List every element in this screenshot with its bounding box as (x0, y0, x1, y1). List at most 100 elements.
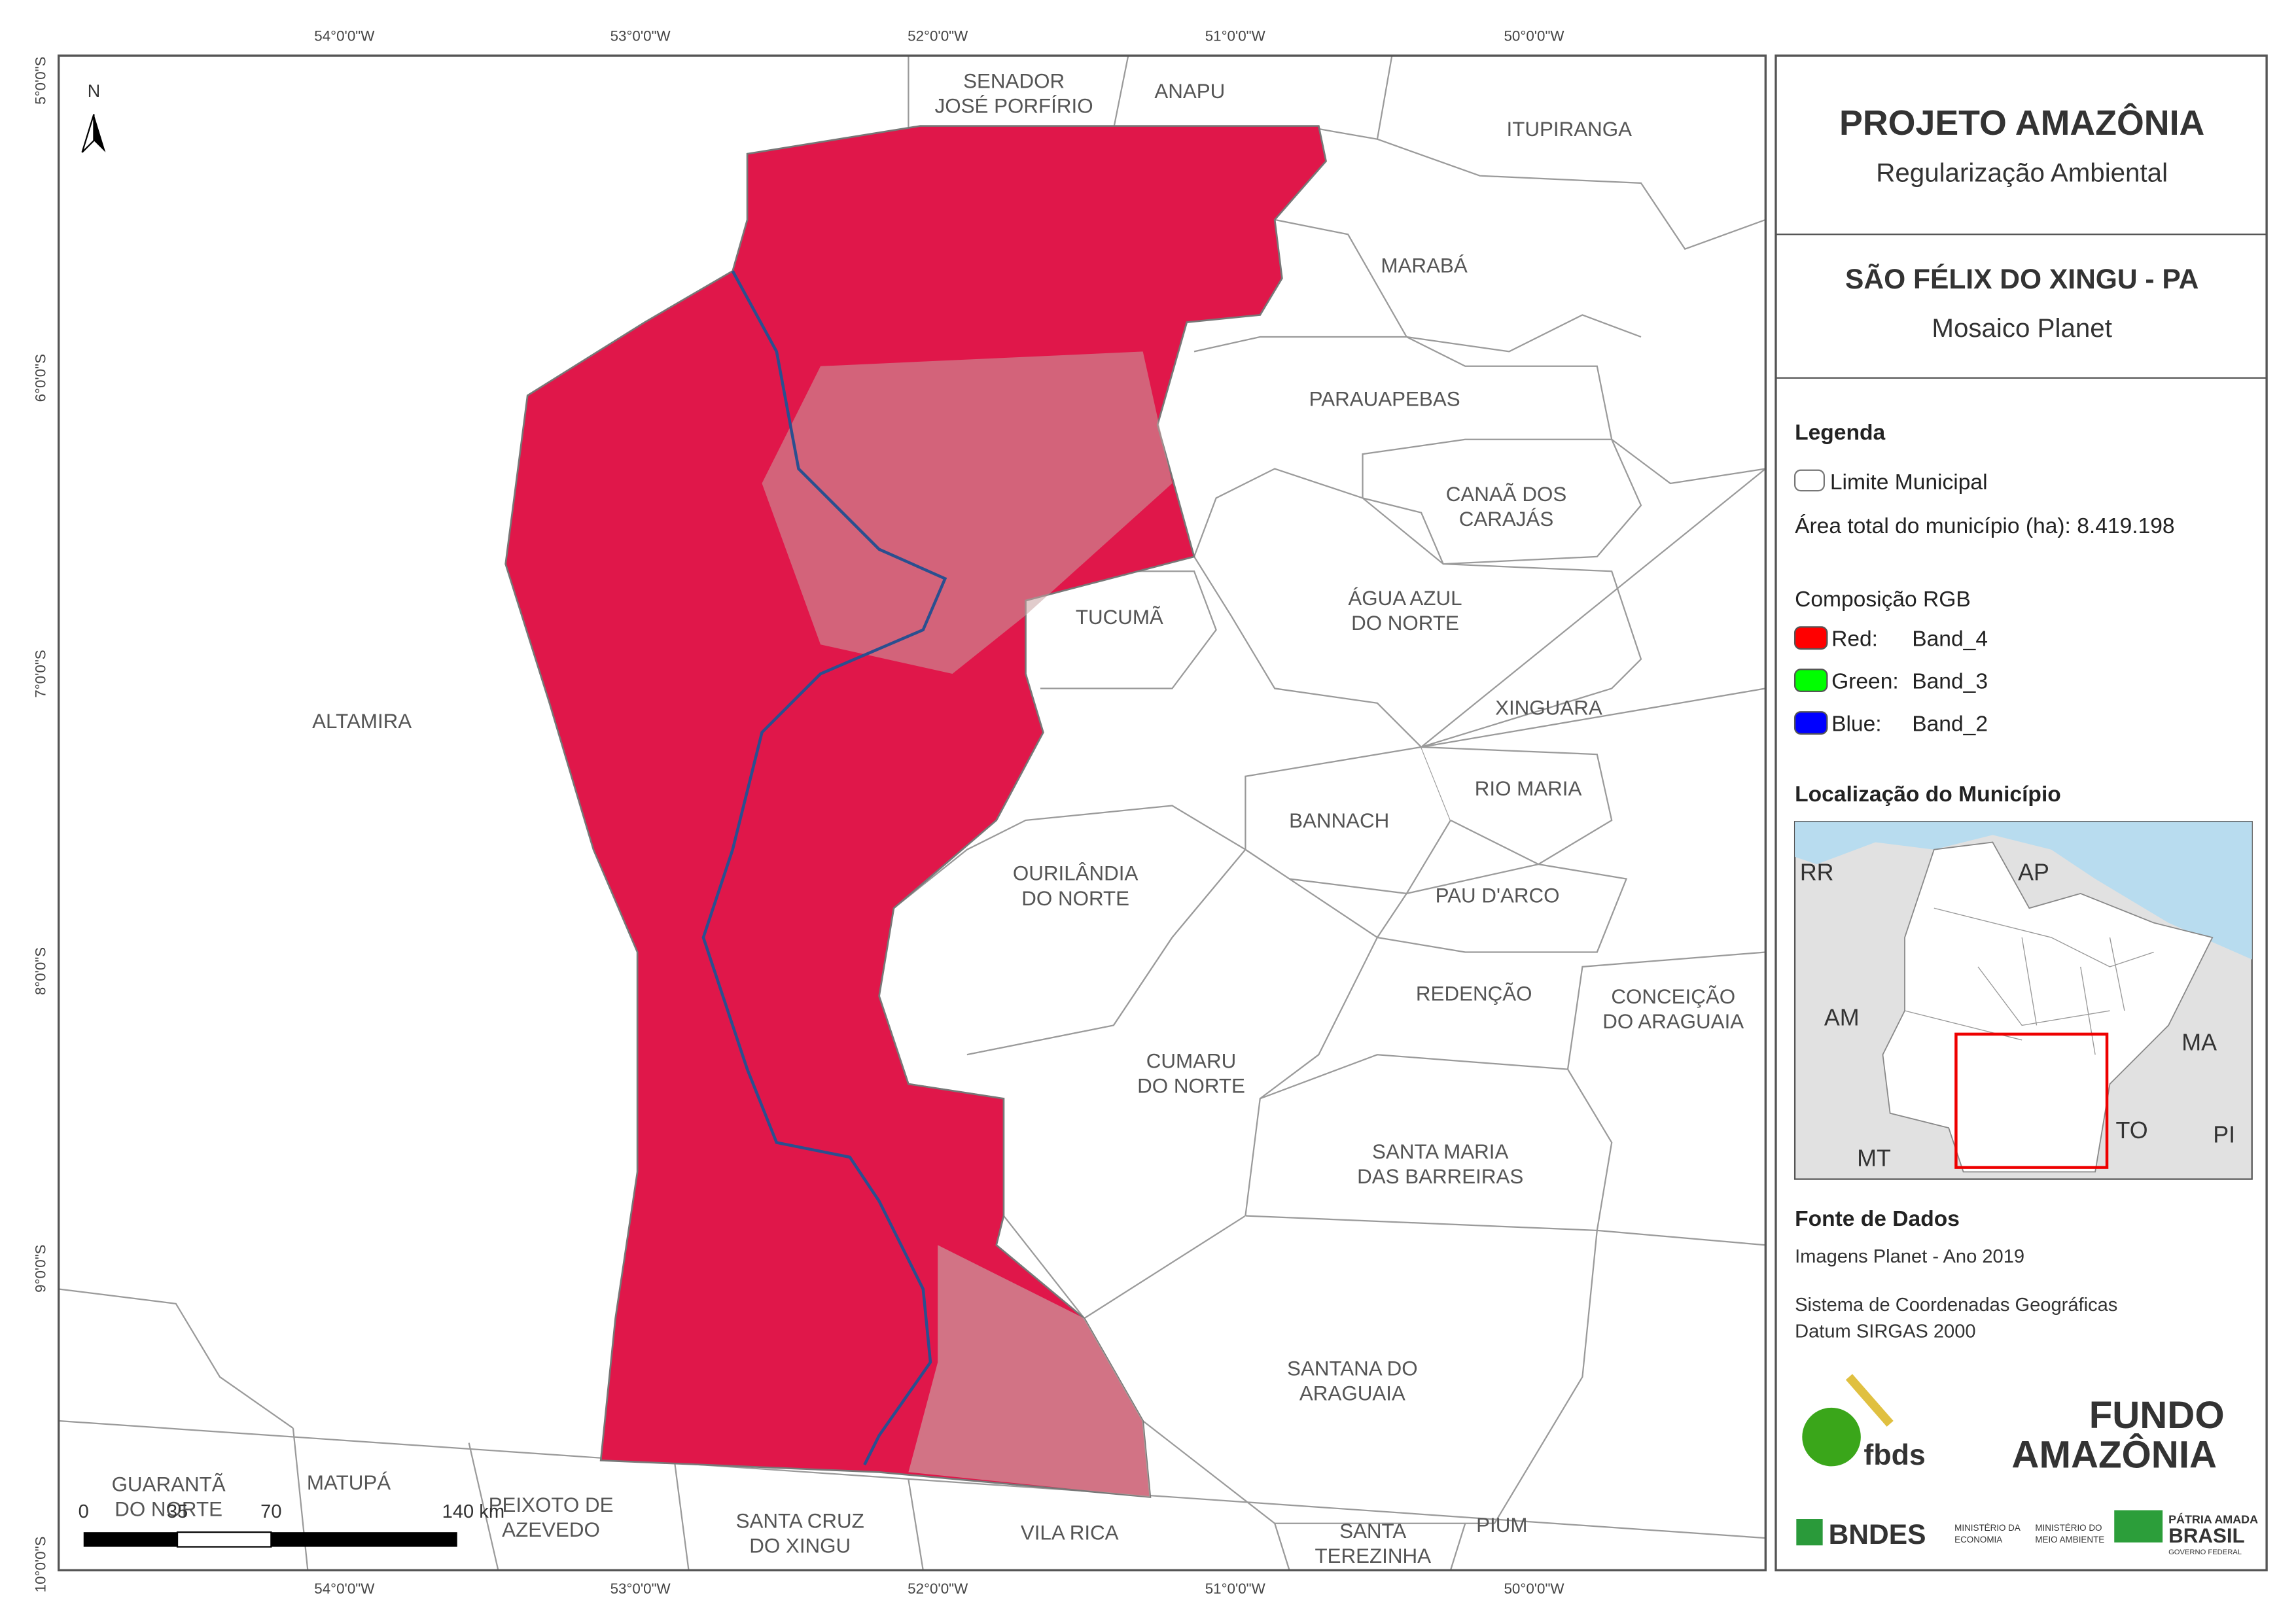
scale-label: 35 (167, 1501, 188, 1522)
side-panel (1775, 54, 2268, 1572)
scale-segment (176, 1531, 272, 1548)
inset-label: MT (1857, 1145, 1891, 1171)
place-label: ÁGUA AZUL (1348, 587, 1462, 610)
place-label: RIO MARIA (1475, 777, 1582, 800)
rgb-swatch (1793, 626, 1828, 650)
rgb-channel: Green: (1831, 669, 1899, 693)
fbds-logo (1802, 1374, 1894, 1467)
fbds-circle (1802, 1407, 1861, 1467)
municipality (58, 1420, 1766, 1571)
place-label: DO NORTE (1351, 612, 1459, 635)
governo-text: GOVERNO FEDERAL (2168, 1548, 2242, 1556)
rgb-band: Band_3 (1912, 669, 1988, 693)
place-label: SANTA CRUZ (736, 1509, 864, 1532)
place-label: CONCEIÇÃO (1611, 985, 1735, 1008)
para-state (1882, 841, 2214, 1173)
flag-mark (2114, 1510, 2163, 1543)
brasil-text: BRASIL (2168, 1524, 2245, 1547)
patria-text: PÁTRIA AMADA (2168, 1512, 2258, 1526)
place-label: SANTANA DO (1287, 1357, 1418, 1380)
municipality (1362, 438, 1642, 565)
place-label: DAS BARREIRAS (1357, 1165, 1523, 1188)
map-frame (57, 54, 1767, 1572)
lon-label: 50°0'0"W (1504, 28, 1564, 44)
municipality (1421, 746, 1613, 865)
inset-municipalities (1904, 907, 2154, 1055)
place-label: SANTA (1339, 1520, 1406, 1543)
place-label: SENADOR (963, 69, 1065, 92)
scale-segment (271, 1532, 457, 1547)
lat-label: 8°0'0"S (33, 947, 49, 995)
lon-label: 52°0'0"W (908, 1580, 968, 1597)
north-label: N (88, 81, 100, 101)
place-label: REDENÇÃO (1416, 982, 1532, 1005)
place-label: GUARANTÃ (112, 1473, 226, 1495)
place-label: ANAPU (1154, 80, 1225, 103)
lon-label: 53°0'0"W (610, 28, 671, 44)
place-label: ITUPIRANGA (1507, 118, 1633, 141)
municipality-boundaries (58, 54, 1767, 1571)
municipality (1193, 468, 1642, 748)
rgb-band: Band_2 (1912, 712, 1988, 736)
lon-label: 51°0'0"W (1205, 1580, 1266, 1597)
lon-label: 52°0'0"W (908, 28, 968, 44)
boundary-swatch (1793, 469, 1825, 492)
place-label: PAU D'ARCO (1436, 884, 1560, 907)
lat-label: 7°0'0"S (33, 650, 49, 697)
municipality (1260, 951, 1766, 1246)
ocean (1795, 822, 2252, 960)
inset-label: RR (1800, 860, 1834, 886)
place-label: DO ARAGUAIA (1602, 1010, 1744, 1033)
scale-segment (83, 1532, 178, 1547)
lon-label: 53°0'0"W (610, 1580, 671, 1597)
ministry-text: ECONOMIA (1954, 1535, 2002, 1544)
place-label: MARABÁ (1381, 254, 1467, 277)
place-label: DO NORTE (115, 1498, 222, 1521)
inset-label: MA (2181, 1029, 2217, 1055)
scale-label: 0 (79, 1501, 89, 1522)
place-label: AZEVEDO (502, 1518, 600, 1541)
panel-subtitle: Regularização Ambiental (1876, 158, 2168, 188)
place-label: DO NORTE (1137, 1074, 1245, 1097)
municipality (1193, 336, 1766, 485)
lat-label: 10°0'0"S (33, 1536, 49, 1592)
municipality-name: SÃO FÉLIX DO XINGU - PA (1845, 264, 2199, 295)
lat-label: 6°0'0"S (33, 354, 49, 402)
place-label: BANNACH (1289, 809, 1389, 832)
place-label: PARAUAPEBAS (1309, 387, 1460, 410)
place-label: DO NORTE (1021, 887, 1129, 910)
place-label: SANTA MARIA (1372, 1140, 1508, 1163)
rgb-channel: Red: (1831, 627, 1878, 651)
place-label: VILA RICA (1021, 1521, 1119, 1544)
place-label: PIUM (1476, 1514, 1527, 1537)
rgb-swatch (1793, 711, 1828, 735)
fbds-mark (1845, 1374, 1894, 1427)
place-label: ALTAMIRA (312, 710, 412, 733)
deforested-area (908, 1245, 1150, 1497)
place-label: TUCUMÃ (1076, 606, 1163, 629)
inset-label: PI (2213, 1122, 2235, 1148)
place-label: MATUPÁ (307, 1471, 391, 1494)
lon-label: 51°0'0"W (1205, 28, 1266, 44)
lat-label: 9°0'0"S (33, 1244, 49, 1292)
place-label: OURILÂNDIA (1013, 862, 1139, 885)
lon-label: 50°0'0"W (1504, 1580, 1564, 1597)
place-label: JOSÉ PORFÍRIO (935, 94, 1093, 117)
fbds-text: fbds (1863, 1439, 1925, 1471)
place-label: XINGUARA (1495, 697, 1602, 720)
lon-label: 54°0'0"W (314, 28, 375, 44)
municipality (1377, 138, 1766, 251)
ministry-text: MEIO AMBIENTE (2035, 1535, 2104, 1544)
place-label: ARAGUAIA (1299, 1382, 1405, 1405)
rgb-swatch (1793, 669, 1828, 693)
inset-map (1793, 821, 2253, 1180)
inset-label: AP (2018, 860, 2049, 886)
boundary-label: Limite Municipal (1830, 470, 1988, 495)
ministry-text: MINISTÉRIO DA (1954, 1523, 2021, 1533)
source-line: Imagens Planet - Ano 2019 (1795, 1246, 2024, 1267)
location-title: Localização do Município (1795, 782, 2061, 807)
bndes-mark (1796, 1519, 1823, 1546)
place-label: PEIXOTO DE (489, 1493, 614, 1516)
place-label: DO XINGU (749, 1535, 851, 1558)
municipality (1421, 468, 1767, 748)
